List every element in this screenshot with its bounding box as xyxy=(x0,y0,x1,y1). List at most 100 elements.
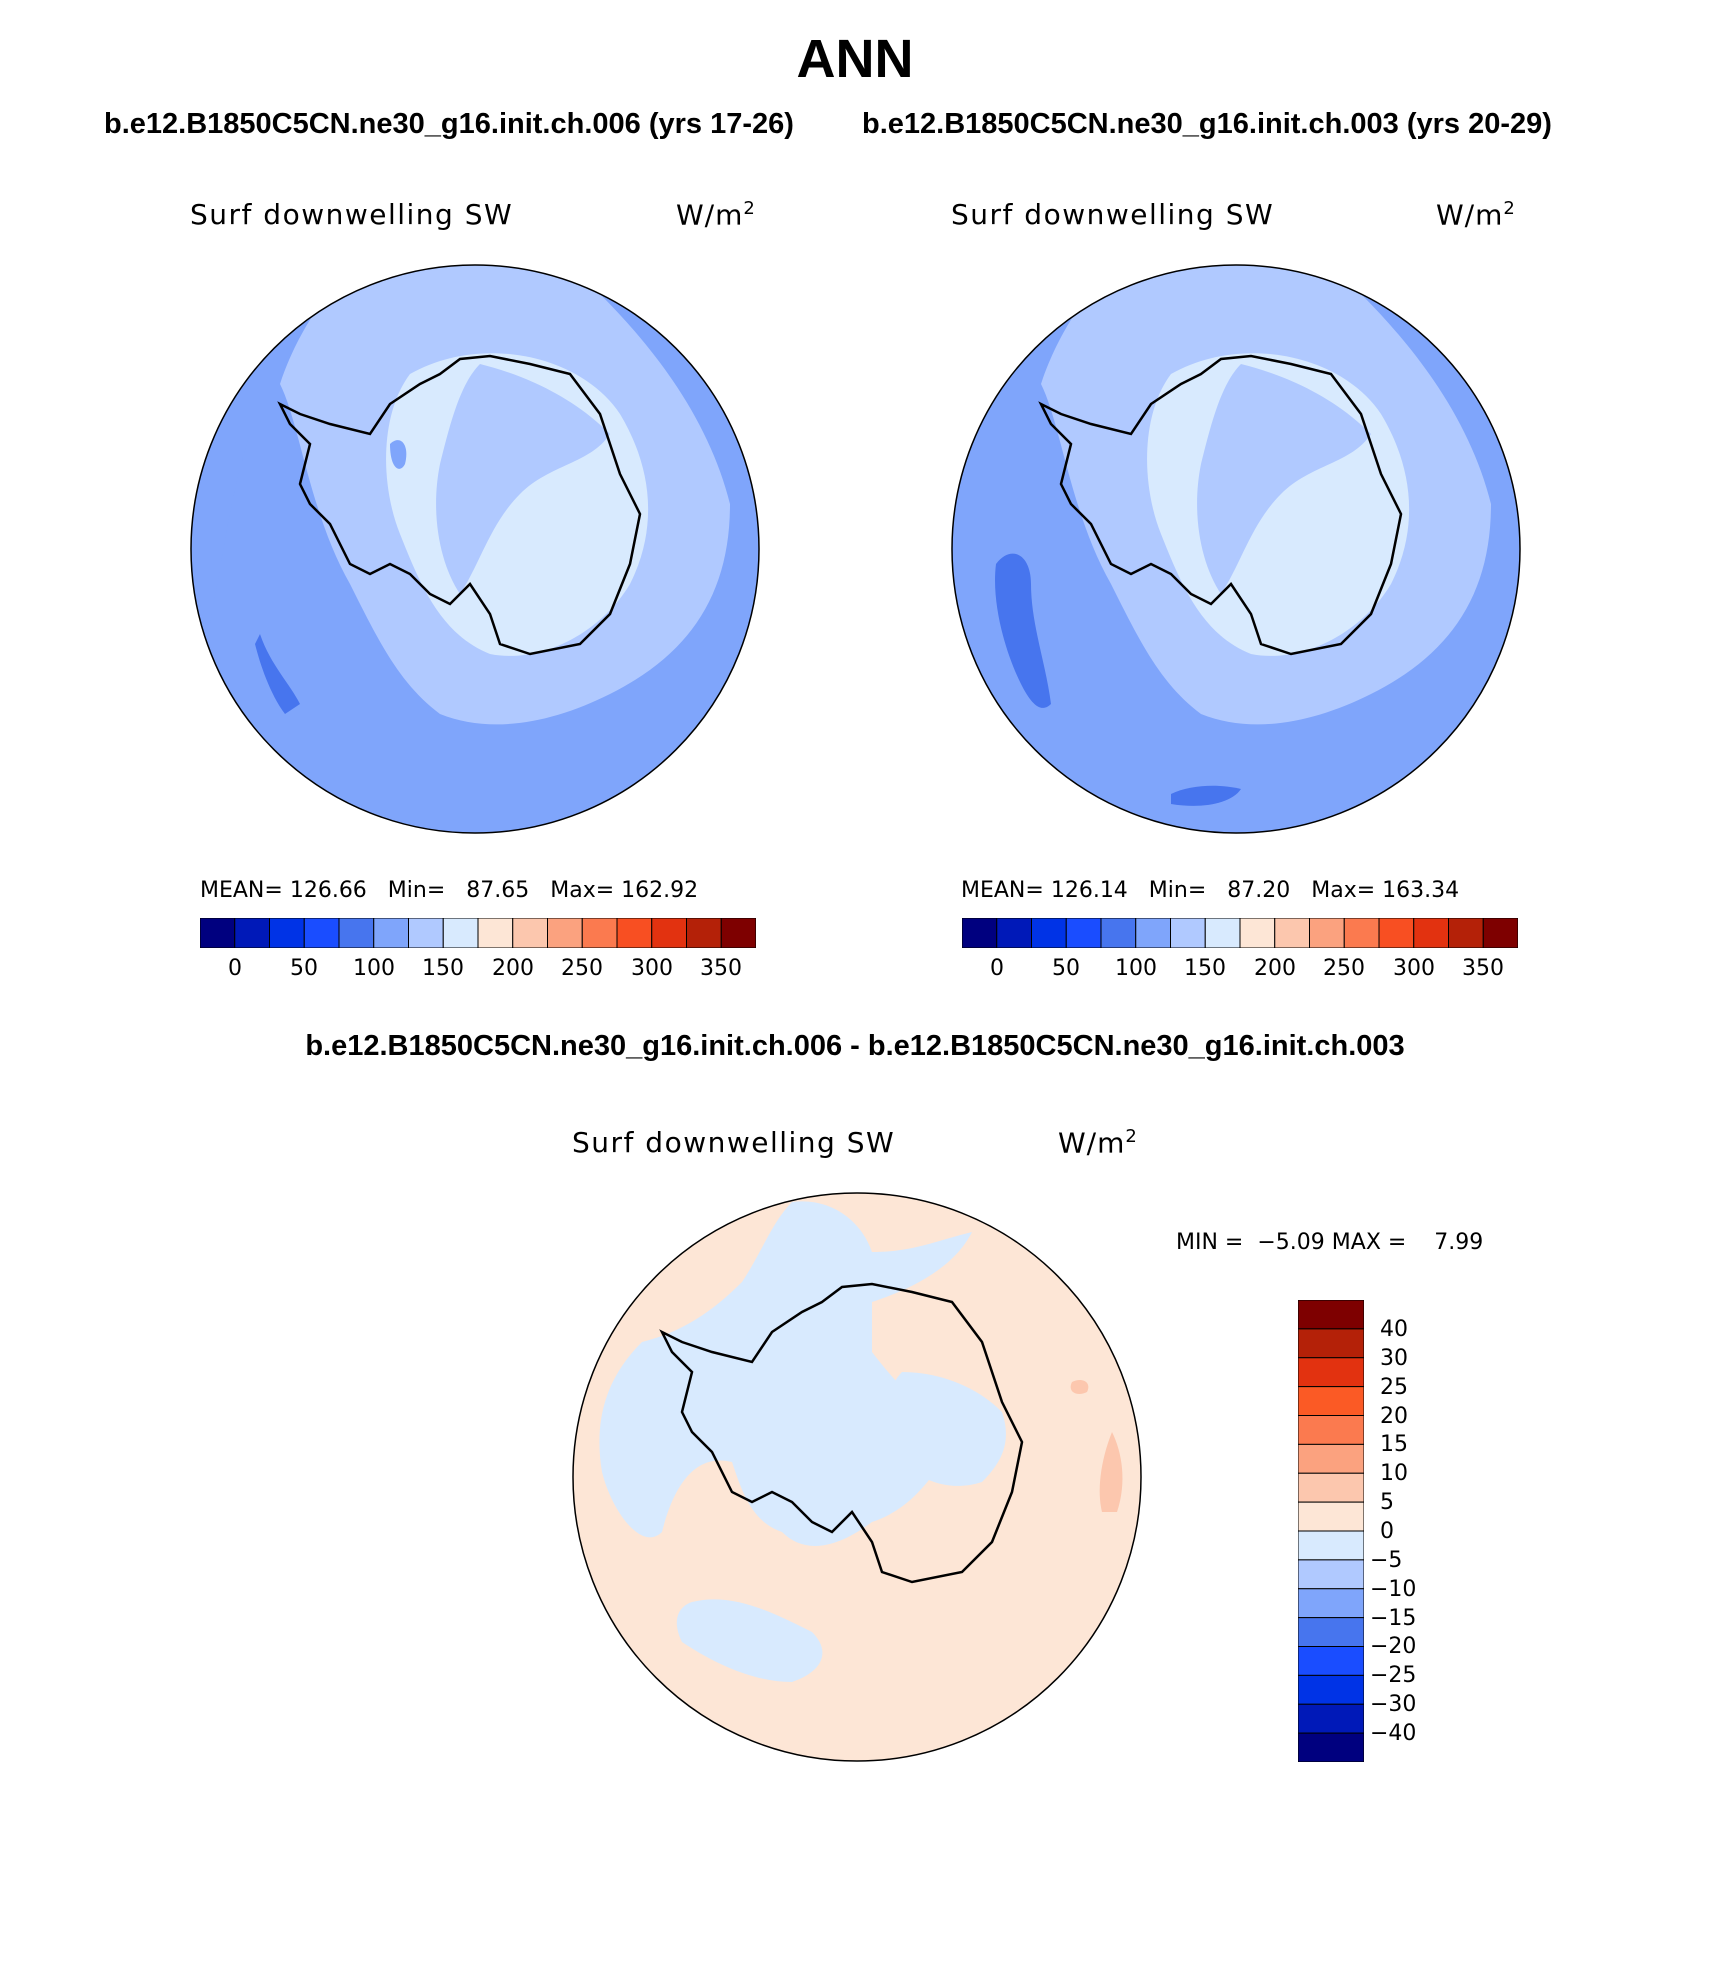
figure-title: ANN xyxy=(796,29,914,89)
colorbar-swatch xyxy=(1298,1674,1364,1705)
colorbar-swatch xyxy=(408,918,444,948)
positive-contour xyxy=(1070,1380,1089,1394)
cbar-tick-label: −30 xyxy=(1370,1692,1417,1717)
panel2-variable-title: Surf downwelling SW xyxy=(951,198,1275,231)
map-boundary xyxy=(951,264,1521,834)
cbar-tick-label: 350 xyxy=(1462,956,1504,981)
colorbar-swatch xyxy=(1413,918,1449,948)
colorbar-swatch xyxy=(547,918,583,948)
panel2-colorbar xyxy=(962,918,1518,948)
colorbar-swatch xyxy=(686,918,722,948)
colorbar-swatch xyxy=(1298,1501,1364,1532)
colorbar-swatch xyxy=(1298,1415,1364,1445)
cbar-tick-label: 40 xyxy=(1380,1317,1408,1342)
colorbar-swatch xyxy=(1343,918,1380,948)
colorbar-swatch xyxy=(512,918,548,948)
cbar-tick-label: 5 xyxy=(1380,1490,1394,1515)
panel1-units: W/m2 xyxy=(676,198,756,232)
cbar-tick-label: 25 xyxy=(1380,1375,1408,1400)
colorbar-swatch xyxy=(1298,1472,1364,1503)
panel2-units: W/m2 xyxy=(1436,198,1516,232)
cbar-tick-label: 200 xyxy=(1254,956,1296,981)
cbar-tick-label: 300 xyxy=(1393,956,1435,981)
colorbar-swatch xyxy=(962,918,998,948)
cbar-tick-label: 50 xyxy=(1052,956,1080,981)
panel3-polar-map xyxy=(572,1192,1142,1762)
cbar-tick-label: −5 xyxy=(1370,1548,1403,1573)
difference-title: b.e12.B1850C5CN.ne30_g16.init.ch.006 - b… xyxy=(305,1030,1405,1062)
cbar-tick-label: 0 xyxy=(1380,1519,1394,1544)
cbar-tick-label: 150 xyxy=(422,956,464,981)
colorbar-swatch xyxy=(200,918,236,948)
cbar-tick-label: 250 xyxy=(561,956,603,981)
cbar-tick-label: −40 xyxy=(1370,1721,1417,1746)
colorbar-swatch xyxy=(1298,1357,1364,1388)
map-boundary xyxy=(190,264,760,834)
colorbar-swatch xyxy=(1482,918,1518,948)
low-contour xyxy=(1171,785,1241,806)
colorbar-swatch xyxy=(269,918,305,948)
antarctica-outline xyxy=(1038,354,1403,656)
cbar-tick-label: 15 xyxy=(1380,1432,1408,1457)
cbar-tick-label: −25 xyxy=(1370,1663,1417,1688)
cbar-tick-label: 20 xyxy=(1380,1404,1408,1429)
cbar-tick-label: −20 xyxy=(1370,1634,1417,1659)
colorbar-swatch xyxy=(1298,1703,1364,1734)
cbar-tick-label: 350 xyxy=(700,956,742,981)
panel3-colorbar xyxy=(1298,1300,1364,1762)
antarctica-outline xyxy=(659,1282,1024,1584)
cbar-tick-label: 30 xyxy=(1380,1346,1408,1371)
colorbar-swatch xyxy=(234,918,270,948)
colorbar-swatch xyxy=(651,918,687,948)
panel2-colorbar-ticks: 0 50 100 150 200 250 300 350 xyxy=(962,956,1518,986)
colorbar-swatch xyxy=(1100,918,1137,948)
panel2-polar-map xyxy=(951,264,1521,834)
colorbar-swatch xyxy=(1298,1443,1364,1474)
panel2-stats: MEAN= 126.14 Min= 87.20 Max= 163.34 xyxy=(961,878,1460,903)
colorbar-swatch xyxy=(616,918,653,948)
low-contour xyxy=(995,553,1051,708)
colorbar-swatch xyxy=(1298,1300,1364,1330)
colorbar-swatch xyxy=(338,918,375,948)
positive-contour xyxy=(1099,1432,1123,1512)
colorbar-swatch xyxy=(1298,1617,1364,1648)
antarctica-outline xyxy=(277,354,642,656)
colorbar-swatch xyxy=(1378,918,1415,948)
cbar-tick-label: 300 xyxy=(631,956,673,981)
colorbar-swatch xyxy=(1239,918,1276,948)
colorbar-swatch xyxy=(1298,1588,1364,1619)
colorbar-swatch xyxy=(1448,918,1484,948)
panel3-stats: MIN = −5.09 MAX = 7.99 xyxy=(1176,1230,1484,1255)
case-title-left: b.e12.B1850C5CN.ne30_g16.init.ch.006 (yr… xyxy=(104,108,794,140)
colorbar-swatch xyxy=(442,918,479,948)
cbar-tick-label: −15 xyxy=(1370,1606,1417,1631)
cbar-tick-label: 150 xyxy=(1184,956,1226,981)
cbar-tick-label: 100 xyxy=(353,956,395,981)
cbar-tick-label: −10 xyxy=(1370,1577,1417,1602)
panel3-colorbar-ticks: 40 30 25 20 15 10 5 0 −5 −10 −15 −20 −25… xyxy=(1370,1300,1460,1770)
colorbar-swatch xyxy=(996,918,1032,948)
panel1-colorbar-ticks: 0 50 100 150 200 250 300 350 xyxy=(200,956,756,986)
low-contour xyxy=(255,634,300,714)
colorbar-swatch xyxy=(1170,918,1206,948)
cbar-tick-label: 200 xyxy=(492,956,534,981)
colorbar-swatch xyxy=(303,918,340,948)
colorbar-swatch xyxy=(1298,1646,1364,1676)
colorbar-swatch xyxy=(581,918,618,948)
panel1-variable-title: Surf downwelling SW xyxy=(190,198,514,231)
colorbar-swatch xyxy=(1204,918,1241,948)
colorbar-swatch xyxy=(1309,918,1345,948)
colorbar-swatch xyxy=(1031,918,1067,948)
colorbar-swatch xyxy=(1065,918,1102,948)
panel3-units: W/m2 xyxy=(1058,1126,1138,1160)
cbar-tick-label: 0 xyxy=(990,956,1004,981)
cbar-tick-label: 250 xyxy=(1323,956,1365,981)
colorbar-swatch xyxy=(720,918,756,948)
colorbar-swatch xyxy=(477,918,514,948)
panel1-stats: MEAN= 126.66 Min= 87.65 Max= 162.92 xyxy=(200,878,699,903)
colorbar-swatch xyxy=(373,918,409,948)
colorbar-swatch xyxy=(1298,1559,1364,1590)
colorbar-swatch xyxy=(1298,1732,1364,1762)
colorbar-swatch xyxy=(1298,1386,1364,1417)
panel1-colorbar xyxy=(200,918,756,948)
